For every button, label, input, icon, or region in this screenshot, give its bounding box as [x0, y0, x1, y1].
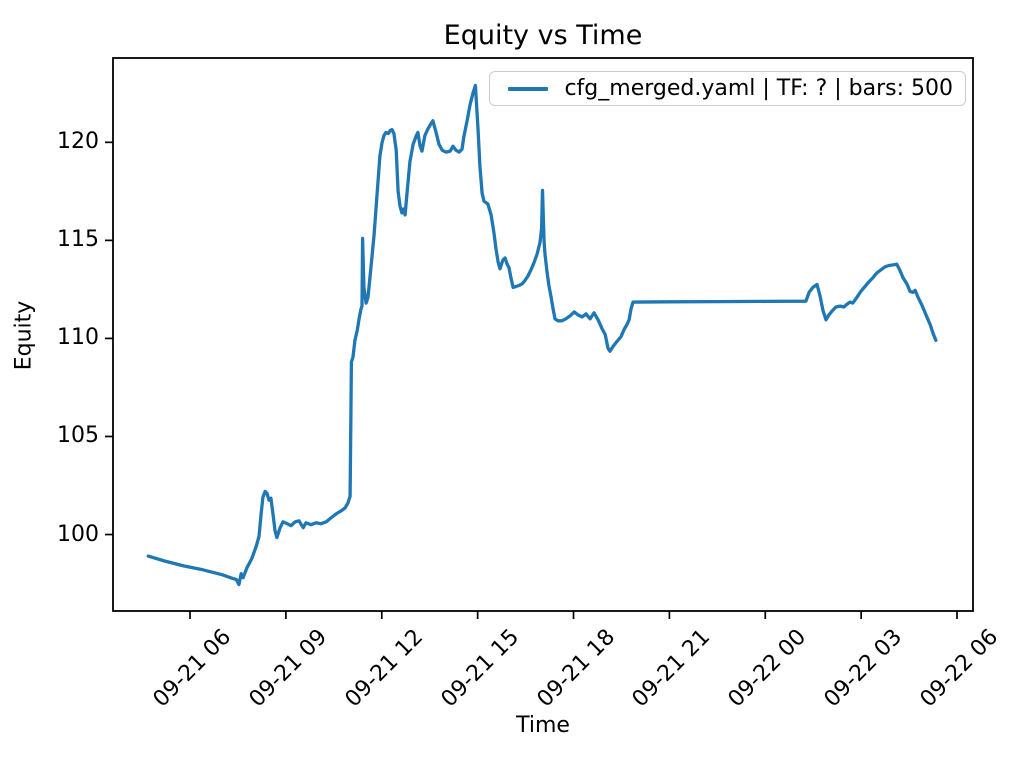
legend-label: cfg_merged.yaml | TF: ? | bars: 500: [564, 76, 953, 101]
y-tick-label: 120: [57, 129, 99, 155]
y-tick-label: 110: [57, 325, 99, 351]
y-tick-label: 105: [57, 423, 99, 449]
equity-line: [146, 83, 938, 587]
x-axis-label: Time: [516, 713, 570, 738]
tick-marks: [105, 141, 958, 619]
chart-title: Equity vs Time: [443, 20, 643, 51]
y-tick-label: 100: [57, 521, 99, 547]
y-tick-label: 115: [57, 227, 99, 253]
legend-line-sample: [508, 86, 549, 91]
axes-spines: [112, 57, 974, 612]
legend: cfg_merged.yaml | TF: ? | bars: 500: [489, 71, 966, 106]
axes-background: [113, 58, 973, 611]
